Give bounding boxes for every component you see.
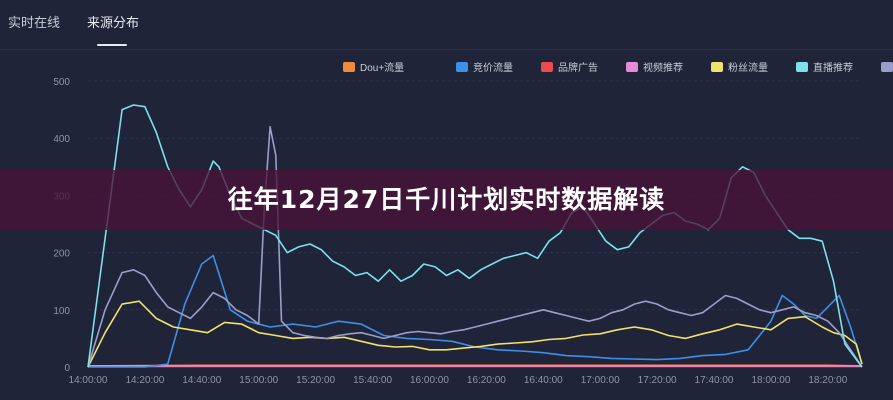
tab-divider	[0, 49, 893, 50]
title-banner: 往年12月27日千川计划实时数据解读	[0, 170, 893, 230]
x-tick-label: 14:20:00	[125, 375, 164, 386]
x-tick-label: 18:20:00	[808, 375, 847, 386]
y-tick-label: 0	[64, 363, 70, 374]
y-tick-label: 500	[53, 77, 70, 88]
x-tick-label: 17:00:00	[581, 375, 620, 386]
x-tick-label: 15:40:00	[353, 375, 392, 386]
tab-bar: 实时在线 来源分布	[0, 0, 893, 48]
series-line-1	[88, 254, 863, 368]
series-line-4	[87, 300, 863, 368]
x-tick-label: 14:00:00	[69, 375, 108, 386]
x-tick-label: 18:00:00	[751, 375, 790, 386]
legend-swatch	[456, 62, 468, 72]
legend-label: 视频推荐	[643, 61, 683, 74]
x-tick-label: 16:40:00	[524, 375, 563, 386]
legend-label: 直播推荐	[813, 61, 853, 74]
legend-swatch	[796, 62, 808, 72]
x-tick-label: 16:00:00	[410, 375, 449, 386]
y-tick-label: 100	[53, 306, 70, 317]
legend-swatch	[541, 62, 553, 72]
active-tab-indicator	[97, 44, 127, 46]
legend-label: Dou+流量	[360, 61, 404, 74]
banner-title: 往年12月27日千川计划实时数据解读	[227, 185, 666, 214]
y-tick-label: 200	[53, 249, 70, 260]
legend-label: 品牌广告	[558, 61, 598, 74]
legend-label: 粉丝流量	[728, 61, 768, 74]
tab-source-distribution[interactable]: 来源分布	[87, 15, 140, 30]
legend-swatch	[711, 62, 723, 72]
tab-realtime-online[interactable]: 实时在线	[8, 15, 61, 30]
series-line-6	[87, 126, 863, 368]
y-tick-label: 400	[53, 134, 70, 145]
x-tick-label: 17:20:00	[638, 375, 677, 386]
legend-swatch	[343, 62, 355, 72]
x-tick-label: 15:20:00	[296, 375, 335, 386]
legend-swatch	[881, 62, 893, 72]
legend-label: 竞价流量	[473, 61, 513, 74]
x-tick-label: 17:40:00	[695, 375, 734, 386]
x-tick-label: 16:20:00	[467, 375, 506, 386]
x-tick-label: 15:00:00	[239, 375, 278, 386]
legend-swatch	[626, 62, 638, 72]
x-tick-label: 14:40:00	[182, 375, 221, 386]
